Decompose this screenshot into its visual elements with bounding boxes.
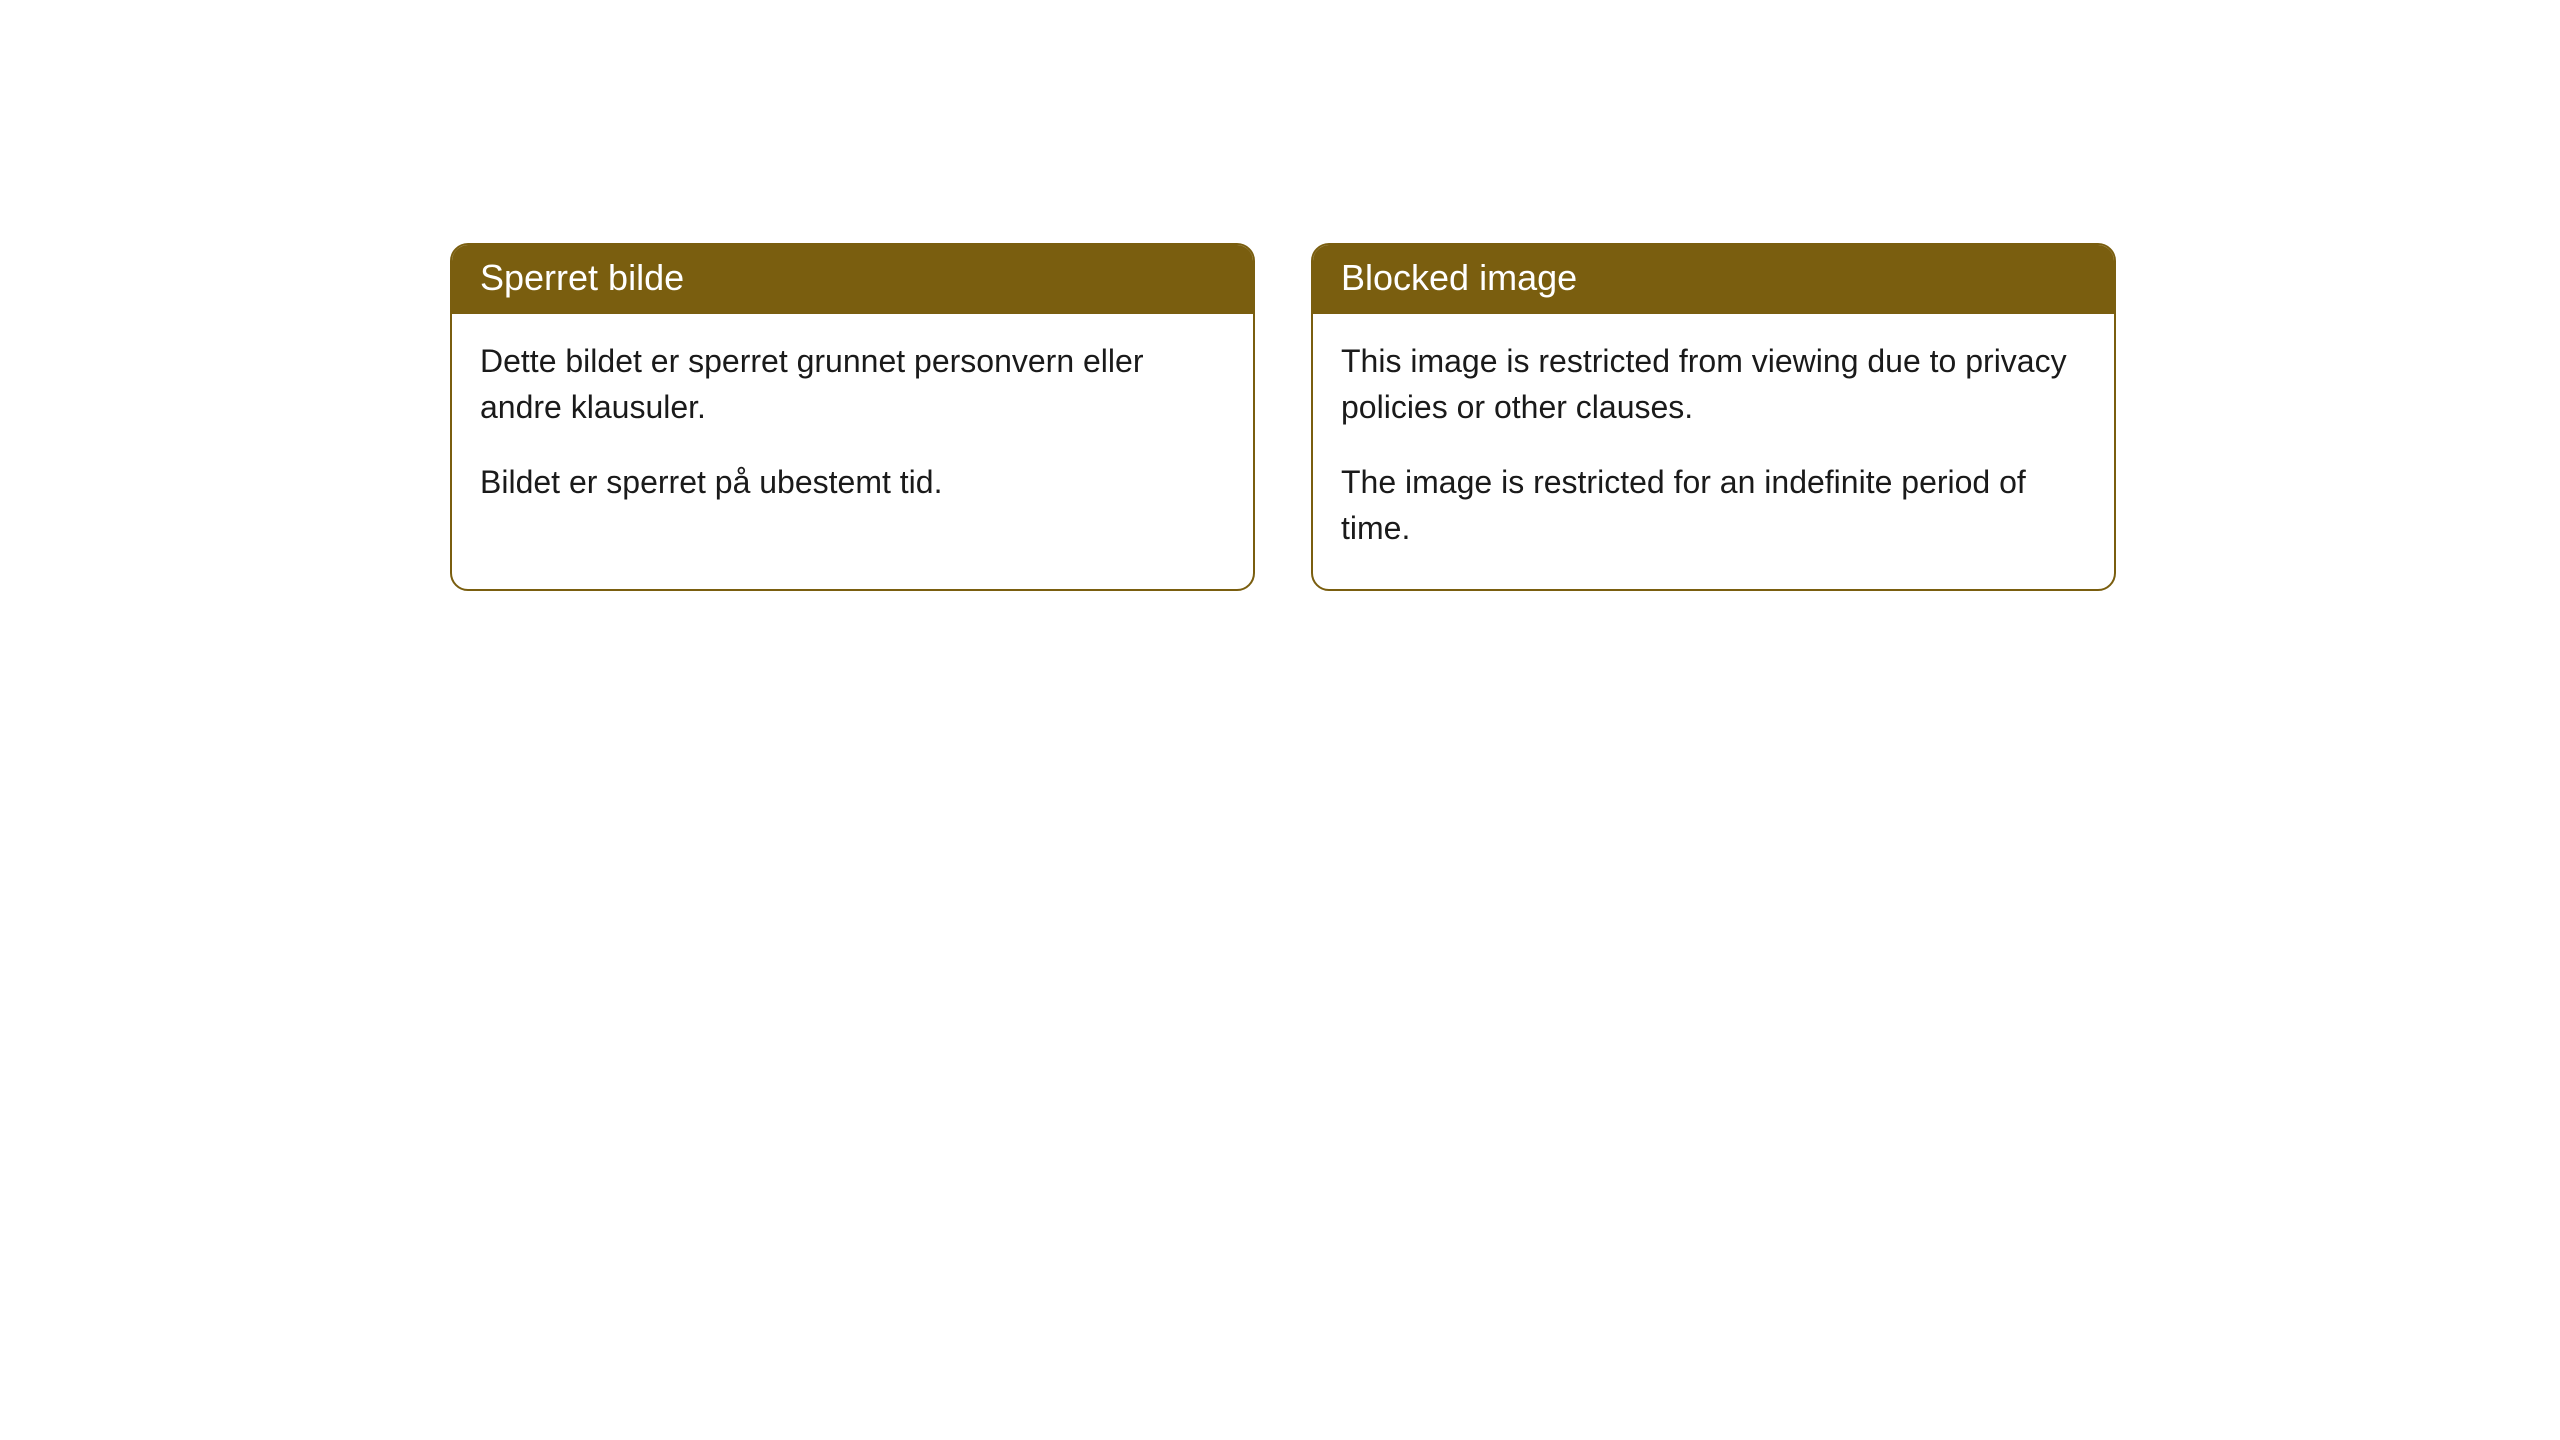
card-paragraph: This image is restricted from viewing du… <box>1341 338 2086 431</box>
card-header-norwegian: Sperret bilde <box>452 245 1253 314</box>
card-norwegian: Sperret bilde Dette bildet er sperret gr… <box>450 243 1255 591</box>
card-paragraph: Bildet er sperret på ubestemt tid. <box>480 459 1225 505</box>
card-body-english: This image is restricted from viewing du… <box>1313 314 2114 590</box>
card-english: Blocked image This image is restricted f… <box>1311 243 2116 591</box>
card-paragraph: Dette bildet er sperret grunnet personve… <box>480 338 1225 431</box>
cards-container: Sperret bilde Dette bildet er sperret gr… <box>450 243 2116 591</box>
card-header-english: Blocked image <box>1313 245 2114 314</box>
card-body-norwegian: Dette bildet er sperret grunnet personve… <box>452 314 1253 543</box>
card-paragraph: The image is restricted for an indefinit… <box>1341 459 2086 552</box>
